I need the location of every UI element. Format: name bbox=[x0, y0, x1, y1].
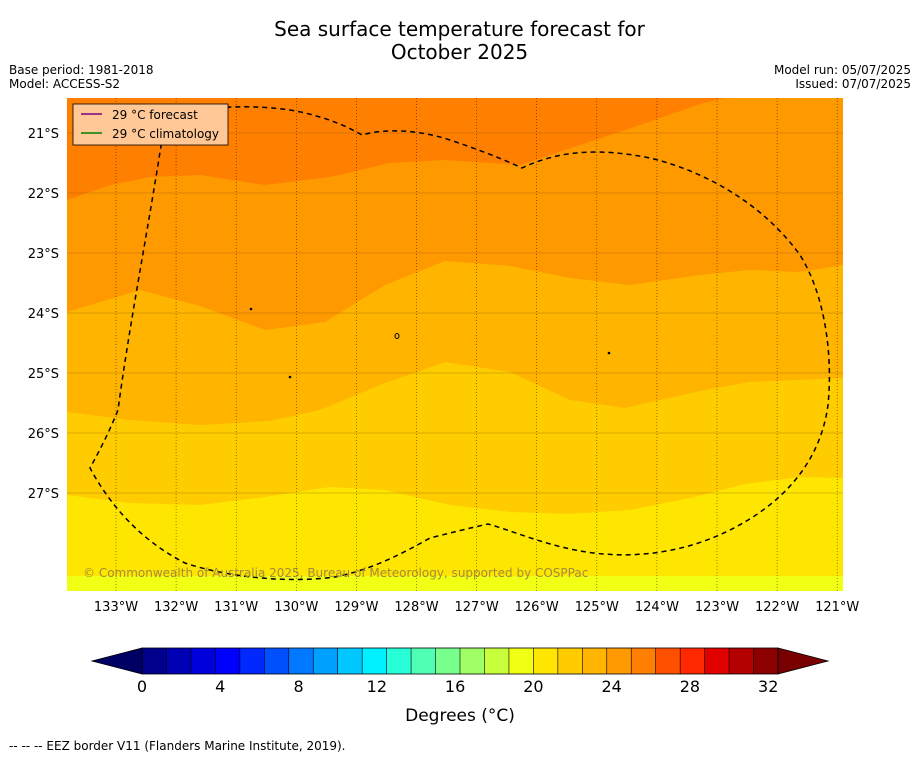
colorbar-label: Degrees (°C) bbox=[405, 706, 515, 726]
colorbar-segment bbox=[215, 648, 241, 674]
colorbar-segment bbox=[557, 648, 583, 674]
colorbar-segment bbox=[753, 648, 779, 674]
colorbar-segment bbox=[631, 648, 657, 674]
lon-label: 127°W bbox=[455, 600, 499, 615]
lat-label: 22°S bbox=[28, 187, 59, 202]
lat-label: 25°S bbox=[28, 367, 59, 382]
eez-border bbox=[89, 106, 831, 581]
issued-date: Issued: 07/07/2025 bbox=[795, 77, 911, 91]
model-name: Model: ACCESS-S2 bbox=[9, 77, 121, 91]
colorbar-tick: 24 bbox=[601, 677, 621, 696]
sst-band-27-28 bbox=[67, 98, 725, 200]
legend-box bbox=[72, 103, 229, 146]
lon-label: 124°W bbox=[635, 600, 679, 615]
colorbar-segment bbox=[337, 648, 363, 674]
colorbar-tick: 0 bbox=[137, 677, 147, 696]
colorbar-tick: 20 bbox=[523, 677, 543, 696]
lon-label: 121°W bbox=[815, 600, 859, 615]
colorbar-segment bbox=[582, 648, 608, 674]
colorbar-segment bbox=[606, 648, 632, 674]
eez-source-note: -- -- -- EEZ border V11 (Flanders Marine… bbox=[9, 739, 346, 753]
title-line-1: Sea surface temperature forecast for bbox=[274, 17, 645, 41]
colorbar-segment bbox=[166, 648, 192, 674]
lon-label: 128°W bbox=[394, 600, 438, 615]
colorbar-tick: 4 bbox=[215, 677, 225, 696]
colorbar-segment bbox=[411, 648, 437, 674]
lon-label: 122°W bbox=[755, 600, 799, 615]
lon-label: 125°W bbox=[575, 600, 619, 615]
longitude-labels: 133°W 132°W 131°W 130°W 129°W 128°W 127°W 126°W… bbox=[94, 600, 860, 615]
legend-forecast-label: 29 °C forecast bbox=[112, 108, 198, 122]
longitude-gridlines bbox=[115, 98, 838, 591]
map-legend: 29 °C forecast 29 °C climatology bbox=[72, 103, 229, 146]
colorbar-tick: 32 bbox=[758, 677, 778, 696]
islands bbox=[249, 307, 611, 379]
sst-field bbox=[67, 98, 843, 591]
colorbar-tick: 8 bbox=[293, 677, 303, 696]
legend-climatology-label: 29 °C climatology bbox=[112, 127, 219, 141]
colorbar-tick-labels: 0 4 8 12 16 20 24 28 32 bbox=[137, 677, 778, 696]
latitude-labels: 21°S 22°S 23°S 24°S 25°S 26°S 27°S bbox=[28, 127, 59, 502]
base-period: Base period: 1981-2018 bbox=[9, 63, 154, 77]
chart-title: Sea surface temperature forecast for Oct… bbox=[0, 18, 919, 64]
colorbar-low-extension bbox=[90, 647, 143, 675]
island-2 bbox=[249, 307, 253, 311]
colorbar-tick: 12 bbox=[367, 677, 387, 696]
colorbar-segment bbox=[264, 648, 290, 674]
colorbar-segment bbox=[460, 648, 485, 674]
lon-label: 123°W bbox=[695, 600, 739, 615]
lon-label: 130°W bbox=[274, 600, 318, 615]
colorbar-segment bbox=[142, 648, 167, 674]
colorbar-segment bbox=[484, 648, 510, 674]
colorbar-segment bbox=[508, 648, 534, 674]
island-1 bbox=[394, 333, 400, 339]
colorbar-segment bbox=[435, 648, 461, 674]
model-info: Base period: 1981-2018 Model: ACCESS-S2 bbox=[9, 63, 154, 91]
island-3 bbox=[288, 375, 292, 379]
colorbar-tick: 28 bbox=[680, 677, 700, 696]
colorbar-segment bbox=[362, 648, 388, 674]
colorbar-segment bbox=[729, 648, 755, 674]
title-line-2: October 2025 bbox=[390, 40, 529, 64]
colorbar-tick: 16 bbox=[445, 677, 465, 696]
run-info: Model run: 05/07/2025 Issued: 07/07/2025 bbox=[774, 63, 911, 91]
lat-label: 27°S bbox=[28, 487, 59, 502]
colorbar-segment bbox=[313, 648, 339, 674]
lat-label: 21°S bbox=[28, 127, 59, 142]
colorbar-segment bbox=[190, 648, 216, 674]
colorbar-segment bbox=[533, 648, 559, 674]
latitude-gridlines bbox=[67, 132, 843, 494]
copyright-notice: © Commonwealth of Australia 2025, Bureau… bbox=[83, 566, 588, 580]
colorbar-outline bbox=[141, 647, 779, 675]
lon-label: 126°W bbox=[515, 600, 559, 615]
lat-label: 23°S bbox=[28, 247, 59, 262]
island-4 bbox=[607, 351, 611, 355]
lat-label: 26°S bbox=[28, 427, 59, 442]
colorbar-segment bbox=[288, 648, 314, 674]
colorbar-segment bbox=[655, 648, 681, 674]
colorbar-high-extension bbox=[777, 647, 830, 675]
lon-label: 132°W bbox=[154, 600, 198, 615]
colorbar-segment bbox=[704, 648, 730, 674]
colorbar-segment bbox=[680, 648, 706, 674]
colorbar-segment bbox=[239, 648, 265, 674]
sst-band-south-edge bbox=[67, 576, 843, 591]
colorbar bbox=[90, 647, 830, 675]
lon-label: 131°W bbox=[214, 600, 258, 615]
lon-label: 129°W bbox=[334, 600, 378, 615]
lon-label: 133°W bbox=[94, 600, 138, 615]
colorbar-segment bbox=[386, 648, 412, 674]
model-run: Model run: 05/07/2025 bbox=[773, 63, 911, 77]
lat-label: 24°S bbox=[28, 307, 59, 322]
